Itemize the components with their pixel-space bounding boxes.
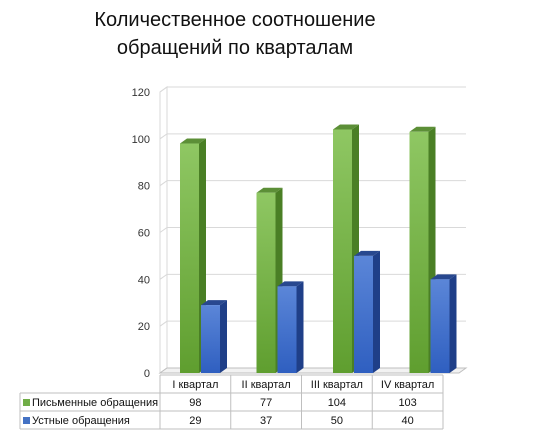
bar-1-2: [354, 250, 380, 373]
data-table-value: 50: [331, 415, 343, 427]
y-tick-label: 120: [132, 87, 150, 99]
bar-side: [449, 274, 457, 373]
legend-swatch: [23, 417, 30, 424]
y-tick-label: 40: [138, 274, 150, 286]
y-tick-label: 100: [132, 134, 150, 146]
bar-top: [201, 300, 227, 306]
y-tick-label: 80: [138, 181, 150, 193]
x-category-label: IV квартал: [381, 379, 434, 391]
legend-series-label: Письменные обращения: [32, 397, 158, 409]
data-table-value: 104: [328, 397, 346, 409]
bar-1-1: [277, 281, 304, 373]
y-tick-label: 0: [144, 368, 150, 380]
data-table-value: 29: [189, 415, 201, 427]
bar-side: [296, 281, 304, 373]
bar-front: [354, 255, 373, 373]
legend-swatch: [23, 399, 30, 406]
bar-front: [277, 286, 297, 373]
chart-title: Количественное соотношение обращений по …: [94, 9, 376, 59]
bar-top: [333, 124, 359, 130]
bar-top: [409, 126, 436, 132]
bar-top: [354, 250, 380, 256]
bar-top: [180, 138, 206, 144]
bar-side: [220, 300, 227, 373]
y-tick-label: 20: [138, 321, 150, 333]
data-table-value: 103: [398, 397, 416, 409]
bar-1-3: [430, 274, 457, 373]
x-category-label: III квартал: [311, 379, 363, 391]
bar-front: [201, 305, 220, 373]
data-table-value: 77: [260, 397, 272, 409]
bar-front: [333, 129, 352, 373]
data-table-value: 40: [402, 415, 414, 427]
bar-top: [430, 274, 457, 280]
bar-front: [256, 192, 276, 373]
x-category-label: I квартал: [172, 379, 218, 391]
bar-front: [180, 143, 199, 373]
gridline: [159, 86, 466, 93]
x-category-label: II квартал: [242, 379, 291, 391]
bar-front: [430, 279, 450, 373]
bar-front: [409, 131, 429, 373]
bar-1-0: [201, 300, 227, 373]
bar-top: [277, 281, 304, 287]
bar-side: [373, 250, 380, 373]
gridline: [159, 227, 466, 233]
gridline: [159, 180, 466, 187]
legend-series-label: Устные обращения: [32, 415, 130, 427]
bar-top: [256, 187, 283, 193]
gridline: [159, 133, 466, 140]
data-table-value: 98: [189, 397, 201, 409]
data-table-value: 37: [260, 415, 272, 427]
y-tick-label: 60: [138, 228, 150, 240]
